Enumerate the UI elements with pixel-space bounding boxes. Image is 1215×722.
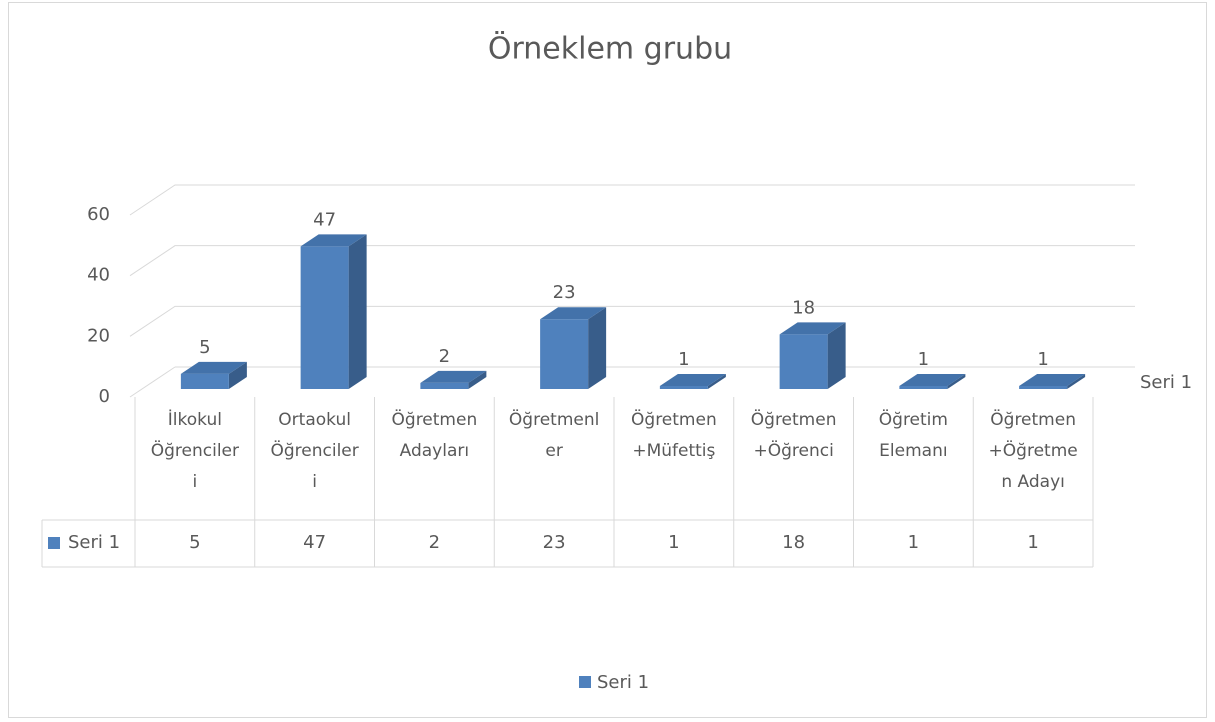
- bar: [420, 382, 469, 389]
- bar-top: [779, 322, 846, 335]
- x-tick-label: Öğretmen+Öğrenci: [750, 410, 837, 461]
- bar: [1019, 385, 1068, 389]
- table-value: 18: [782, 532, 805, 553]
- depth-axis-label: Seri 1: [1140, 372, 1192, 393]
- data-label: 2: [439, 346, 450, 367]
- bar: [899, 385, 948, 389]
- y-tick-label: 20: [87, 325, 110, 346]
- y-tick-label: 60: [87, 204, 110, 225]
- legend-label: Seri 1: [597, 672, 649, 693]
- data-label: 23: [553, 282, 576, 303]
- bar: [659, 385, 708, 389]
- bar-top: [180, 361, 247, 374]
- data-label: 1: [678, 349, 689, 370]
- bar-top: [540, 307, 607, 320]
- bar-side: [947, 373, 966, 389]
- table-value: 47: [303, 532, 326, 553]
- bar-side: [468, 370, 487, 389]
- table-series-name: Seri 1: [68, 532, 120, 553]
- x-tick-label: İlkokul Öğrencileri: [150, 410, 239, 492]
- data-label: 5: [199, 337, 210, 358]
- table-value: 5: [189, 532, 200, 553]
- table-legend-key: [48, 537, 60, 549]
- data-label: 1: [918, 349, 929, 370]
- y-tick-label: 40: [87, 265, 110, 286]
- bar-side: [827, 322, 846, 389]
- table-value: 2: [429, 532, 440, 553]
- bar-top: [659, 373, 726, 386]
- x-tick-label: Öğretmen+Öğretmen Adayı: [988, 410, 1078, 492]
- x-tick-label: Öğretim Elemanı: [878, 410, 948, 461]
- y-tick-label: 0: [99, 386, 110, 407]
- bar: [300, 246, 349, 389]
- bar-top: [420, 370, 487, 383]
- grid-line: [129, 305, 1135, 337]
- legend-key: [579, 676, 591, 688]
- bar-side: [1067, 373, 1086, 389]
- data-label: 1: [1037, 349, 1048, 370]
- bar: [779, 334, 828, 389]
- bar-top: [1019, 373, 1086, 386]
- data-label: 47: [313, 209, 336, 230]
- x-tick-label: Öğretmen Adayları: [391, 410, 478, 461]
- bar: [540, 319, 589, 389]
- grid-line: [129, 245, 1135, 277]
- table-value: 23: [543, 532, 566, 553]
- bar-top: [300, 234, 367, 247]
- x-tick-label: Ortaokul Öğrencileri: [270, 410, 359, 492]
- grid-line: [129, 184, 1135, 216]
- bar-side: [588, 307, 607, 389]
- floor-edge: [129, 366, 176, 398]
- bar-side: [707, 373, 726, 389]
- chart-border: [8, 2, 1207, 718]
- bar: [180, 373, 229, 389]
- table-value: 1: [1027, 532, 1038, 553]
- chart-title: Örneklem grubu: [488, 31, 732, 67]
- bar-side: [348, 234, 367, 389]
- data-label: 18: [792, 297, 815, 318]
- bar-top: [899, 373, 966, 386]
- table-value: 1: [908, 532, 919, 553]
- bar-side: [228, 361, 247, 389]
- x-tick-label: Öğretmenler: [508, 410, 600, 461]
- table-value: 1: [668, 532, 679, 553]
- x-tick-label: Öğretmen+Müfettiş: [631, 410, 717, 461]
